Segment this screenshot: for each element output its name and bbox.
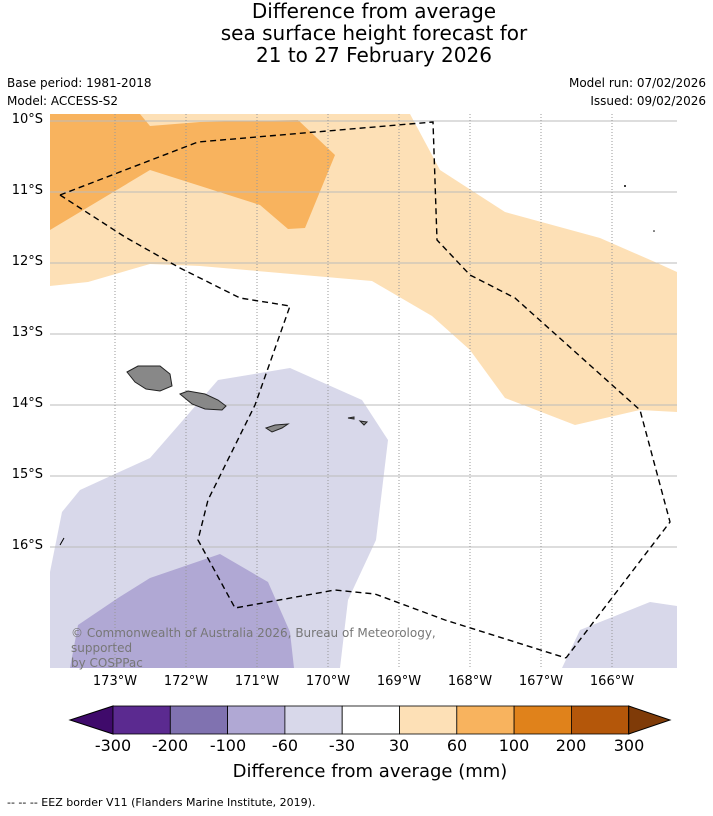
lat-label-12s: 12°S — [11, 254, 43, 269]
colorbar-label-minus300: -300 — [94, 736, 132, 755]
colorbar-arrow-high — [628, 705, 672, 735]
map-title: Difference from average sea surface heig… — [0, 0, 713, 66]
lon-label-172w: 172°W — [163, 674, 209, 689]
graticule — [50, 114, 677, 668]
eez-footnote: -- -- -- EEZ border V11 (Flanders Marine… — [7, 796, 316, 809]
anomaly-minus30-minus60-region-east — [562, 602, 677, 668]
small-island — [653, 230, 655, 232]
lat-label-11s: 11°S — [11, 183, 43, 198]
copyright-credit: © Commonwealth of Australia 2026, Bureau… — [71, 626, 491, 671]
lon-label-167w: 167°W — [518, 674, 564, 689]
tutuila-island — [264, 423, 290, 433]
title-line-1: Difference from average — [251, 0, 497, 23]
colorbar-segment — [571, 705, 630, 735]
savaii-island — [126, 365, 173, 392]
lon-label-166w: 166°W — [589, 674, 635, 689]
colorbar-segment — [341, 705, 400, 735]
colorbar-label-30: 30 — [388, 736, 410, 755]
lat-label-16s: 16°S — [11, 538, 43, 553]
lon-label-168w: 168°W — [447, 674, 493, 689]
colorbar-segment — [456, 705, 515, 735]
credit-line-2: by COSPPac — [71, 656, 143, 670]
anomaly-minus60-minus100-region — [70, 554, 294, 668]
model-name: Model: ACCESS-S2 — [7, 94, 119, 108]
model-run: Model run: 07/02/2026 — [568, 76, 706, 90]
upolu-island — [179, 390, 227, 411]
swains-island — [624, 185, 626, 187]
colorbar-label-60: 60 — [446, 736, 468, 755]
colorbar-segment — [227, 705, 286, 735]
colorbar-segment — [112, 705, 171, 735]
lat-label-13s: 13°S — [11, 325, 43, 340]
lat-label-14s: 14°S — [11, 396, 43, 411]
eez-border-samoa — [59, 194, 567, 659]
map-plot-area — [50, 114, 677, 668]
base-period: Base period: 1981-2018 — [7, 76, 152, 90]
credit-line-1: © Commonwealth of Australia 2026, Bureau… — [71, 626, 436, 655]
eez-border-tokelau — [59, 121, 671, 659]
lat-label-10s: 10°S — [11, 112, 43, 127]
colorbar-label-300: 300 — [613, 736, 645, 755]
colorbar-segment — [399, 705, 458, 735]
anomaly-60-100-region — [50, 114, 335, 230]
title-line-2: sea surface height forecast for — [220, 21, 528, 45]
small-island-south — [59, 537, 65, 546]
colorbar-segment — [284, 705, 343, 735]
colorbar-label-200: 200 — [555, 736, 587, 755]
colorbar-label-minus200: -200 — [151, 736, 189, 755]
lon-label-171w: 171°W — [234, 674, 280, 689]
colorbar-title: Difference from average (mm) — [232, 761, 508, 782]
colorbar-segment — [513, 705, 572, 735]
lat-label-15s: 15°S — [11, 467, 43, 482]
colorbar-label-minus60: -60 — [271, 736, 299, 755]
colorbar-label-minus30: -30 — [328, 736, 356, 755]
lon-label-170w: 170°W — [305, 674, 351, 689]
colorbar-label-100: 100 — [498, 736, 530, 755]
colorbar-segment — [169, 705, 229, 735]
manua-island — [347, 416, 369, 426]
meta-right: Model run: 07/02/2026 Issued: 09/02/2026 — [569, 74, 706, 110]
lon-label-169w: 169°W — [376, 674, 422, 689]
colorbar-label-minus100: -100 — [209, 736, 247, 755]
meta-left: Base period: 1981-2018 Model: ACCESS-S2 — [7, 74, 152, 110]
colorbar — [68, 705, 672, 735]
title-line-3: 21 to 27 February 2026 — [256, 43, 492, 67]
colorbar-arrow-low — [68, 705, 114, 735]
lon-label-173w: 173°W — [92, 674, 138, 689]
issued-date: Issued: 09/02/2026 — [590, 94, 706, 108]
